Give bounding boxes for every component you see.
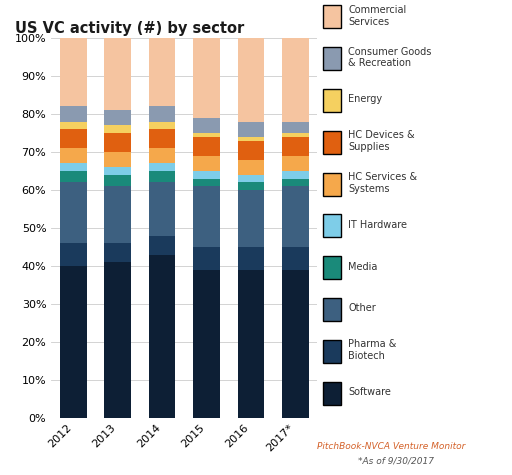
Bar xyxy=(282,171,309,179)
Text: *As of 9/30/2017: *As of 9/30/2017 xyxy=(358,456,434,465)
FancyBboxPatch shape xyxy=(323,47,341,70)
FancyBboxPatch shape xyxy=(323,298,341,321)
Bar xyxy=(238,247,264,270)
Bar xyxy=(149,129,176,148)
Text: HC Services &
Systems: HC Services & Systems xyxy=(348,172,417,194)
FancyBboxPatch shape xyxy=(323,5,341,28)
FancyBboxPatch shape xyxy=(323,256,341,279)
Bar xyxy=(282,156,309,171)
Text: Consumer Goods
& Recreation: Consumer Goods & Recreation xyxy=(348,47,432,68)
Bar xyxy=(149,122,176,129)
Bar xyxy=(149,163,176,171)
FancyBboxPatch shape xyxy=(323,131,341,154)
Bar xyxy=(193,133,220,137)
Bar xyxy=(193,137,220,156)
Text: PitchBook-NVCA Venture Monitor: PitchBook-NVCA Venture Monitor xyxy=(317,442,466,451)
Bar xyxy=(149,38,176,106)
Bar xyxy=(238,182,264,190)
Bar xyxy=(104,133,131,152)
Bar xyxy=(238,160,264,175)
FancyBboxPatch shape xyxy=(323,340,341,363)
Bar xyxy=(60,129,87,148)
Bar xyxy=(193,179,220,186)
Bar xyxy=(282,122,309,133)
Bar xyxy=(104,125,131,133)
Bar xyxy=(193,156,220,171)
Bar xyxy=(282,270,309,418)
Bar xyxy=(104,167,131,175)
Bar xyxy=(193,118,220,133)
Bar xyxy=(238,137,264,141)
Bar xyxy=(60,148,87,163)
FancyBboxPatch shape xyxy=(323,89,341,112)
Bar xyxy=(193,186,220,247)
Bar xyxy=(60,171,87,182)
FancyBboxPatch shape xyxy=(323,214,341,238)
Bar xyxy=(282,137,309,156)
FancyBboxPatch shape xyxy=(323,381,341,405)
Bar xyxy=(193,38,220,118)
FancyBboxPatch shape xyxy=(323,172,341,196)
Bar xyxy=(238,38,264,122)
Text: Pharma &
Biotech: Pharma & Biotech xyxy=(348,339,397,361)
Text: Other: Other xyxy=(348,304,376,314)
Bar xyxy=(238,190,264,247)
Bar xyxy=(104,243,131,262)
Bar xyxy=(104,175,131,186)
Bar xyxy=(238,175,264,182)
Bar xyxy=(149,148,176,163)
Text: Software: Software xyxy=(348,387,391,397)
Bar xyxy=(149,106,176,122)
Bar xyxy=(104,110,131,125)
Bar xyxy=(193,270,220,418)
Text: IT Hardware: IT Hardware xyxy=(348,220,408,230)
Bar xyxy=(238,141,264,160)
Bar xyxy=(149,236,176,255)
Bar xyxy=(60,266,87,418)
Bar xyxy=(104,152,131,167)
Bar xyxy=(282,38,309,122)
Bar xyxy=(149,255,176,418)
Bar xyxy=(282,186,309,247)
Text: HC Devices &
Supplies: HC Devices & Supplies xyxy=(348,130,415,152)
Bar xyxy=(282,179,309,186)
Bar xyxy=(282,247,309,270)
Bar xyxy=(104,38,131,110)
Bar xyxy=(60,243,87,266)
Bar xyxy=(149,171,176,182)
Bar xyxy=(104,262,131,418)
Bar xyxy=(60,106,87,122)
Text: Media: Media xyxy=(348,262,378,272)
Text: US VC activity (#) by sector: US VC activity (#) by sector xyxy=(15,21,245,37)
Bar xyxy=(60,38,87,106)
Bar xyxy=(193,247,220,270)
Bar xyxy=(104,186,131,243)
Bar xyxy=(193,171,220,179)
Text: Energy: Energy xyxy=(348,95,382,104)
Bar xyxy=(60,122,87,129)
Bar xyxy=(238,270,264,418)
Text: Commercial
Services: Commercial Services xyxy=(348,5,407,27)
Bar xyxy=(60,182,87,243)
Bar xyxy=(149,182,176,236)
Bar xyxy=(60,163,87,171)
Bar xyxy=(282,133,309,137)
Bar xyxy=(238,122,264,137)
